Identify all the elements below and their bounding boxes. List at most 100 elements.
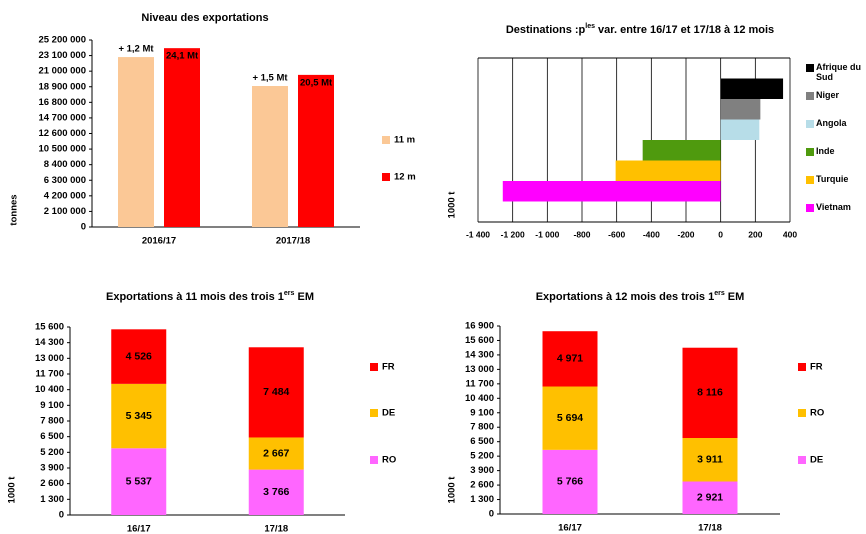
legend-label: Vietnam [816,202,851,212]
value-label: 7 484 [263,386,289,398]
x-tick-label: -600 [608,229,625,239]
bar [118,57,154,227]
y-tick-label: 14 700 000 [38,112,86,123]
legend-swatch [806,204,814,212]
y-tick-label: 10 400 [35,384,64,395]
bar-segment [542,449,598,514]
legend-item: Vietnam [816,202,851,212]
bar-segment [111,448,167,515]
legend-label: Inde [816,146,835,156]
y-tick-label: 2 100 000 [44,206,86,217]
title-part: Exportations à 11 mois des trois 1 [106,291,284,303]
legend-item: Niger [816,90,839,100]
value-label: 8 116 [697,387,723,399]
title-part: Exportations à 12 mois des trois 1 [536,291,715,303]
y-tick-label: 25 200 000 [38,35,86,46]
y-tick-label: 16 900 [465,321,494,332]
y-tick-label: 14 300 [465,349,494,360]
value-label: 5 537 [126,475,152,487]
value-label: 4 971 [557,353,583,365]
value-label: 3 766 [263,486,289,498]
value-label: 3 911 [697,454,723,466]
y-tick-label: 4 200 000 [44,190,86,201]
y-axis-label: tonnes [9,194,20,225]
legend-swatch [370,363,378,371]
y-tick-label: 3 900 [470,465,494,476]
x-tick-label: -800 [573,229,590,239]
y-tick-label: 5 200 [40,447,64,458]
value-label: 5 766 [557,476,583,488]
annotation: + 1,5 Mt [252,73,288,84]
legend-label: RO [810,408,824,419]
chart-title: Niveau des exportations [141,12,268,24]
bar [252,86,288,227]
legend-swatch [806,92,814,100]
bar [720,119,760,140]
bar [720,99,761,120]
legend-swatch [806,148,814,156]
value-label: 4 526 [126,350,152,362]
bar [720,78,784,99]
legend-swatch [370,409,378,417]
legend-label: Afrique du Sud [816,62,861,82]
bar-segment [248,347,304,438]
legend-label: DE [382,408,395,419]
y-tick-label: 1 300 [40,494,64,505]
title-part: var. entre 16/17 et 17/18 à 12 mois [595,24,774,36]
x-tick-label: 0 [718,229,723,239]
y-tick-label: 0 [489,509,494,520]
bar-segment [248,469,304,515]
x-tick-label: 2017/18 [276,236,310,247]
bar-segment [682,347,738,438]
y-tick-label: 0 [81,222,86,233]
x-tick-label: -200 [677,229,694,239]
y-tick-label: 6 500 [470,436,494,447]
y-tick-label: 10 500 000 [38,144,86,155]
y-tick-label: 13 000 [465,364,494,375]
x-tick-label: -1 000 [535,229,559,239]
legend-swatch [806,120,814,128]
bar [642,140,721,161]
bar-segment [111,329,167,384]
value-label: 2 667 [263,447,289,459]
x-tick-label: -400 [643,229,660,239]
bar [502,181,721,202]
y-tick-label: 12 600 000 [38,128,86,139]
bar-segment [248,437,304,470]
y-axis-label: 1000 t [447,191,458,219]
legend-swatch [806,64,814,72]
x-tick-label: 16/17 [558,523,582,534]
x-tick-label: 17/18 [264,524,288,534]
y-tick-label: 15 600 [465,335,494,346]
value-label: 5 345 [126,410,152,422]
y-tick-label: 9 100 [40,400,64,411]
x-tick-label: 200 [748,229,762,239]
chart-title: Exportations à 11 mois des trois 1ers EM [106,290,314,303]
y-tick-label: 6 300 000 [44,175,86,186]
y-tick-label: 1 300 [470,494,494,505]
title-part: Destinations :p [506,24,586,36]
y-tick-label: 11 700 [35,369,64,380]
y-tick-label: 2 600 [470,480,494,491]
x-tick-label: -1 200 [501,229,525,239]
legend-label: FR [810,362,823,373]
legend-label: Turquie [816,174,849,184]
y-tick-label: 3 900 [40,463,64,474]
y-axis-label: 1000 t [7,476,18,504]
y-tick-label: 23 100 000 [38,50,86,61]
y-tick-label: 13 000 [35,353,64,364]
legend-swatch [382,173,390,181]
y-tick-label: 15 600 [35,322,64,333]
bar-segment [542,386,598,450]
annotation: + 1,2 Mt [118,44,154,55]
legend-swatch [382,136,390,144]
y-tick-label: 21 000 000 [38,66,86,77]
chart-title: Exportations à 12 mois des trois 1ers EM [536,290,745,303]
legend-label: 11 m [394,135,415,146]
bar [298,74,334,227]
title-part: ers [284,290,295,297]
x-tick-label: -1 400 [466,229,490,239]
legend-swatch [798,363,806,371]
y-tick-label: 9 100 [470,407,494,418]
